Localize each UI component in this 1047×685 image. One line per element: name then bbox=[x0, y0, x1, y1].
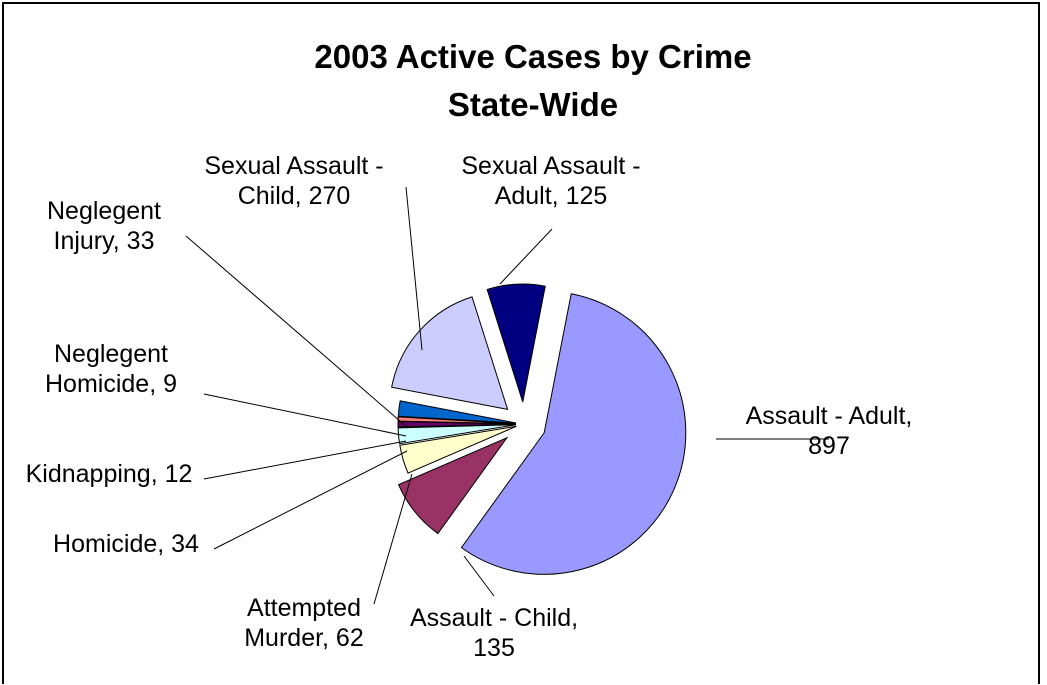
leader-line-homicide bbox=[213, 450, 408, 550]
chart-title-line2: State-Wide bbox=[448, 86, 618, 123]
data-label-line: Homicide, 9 bbox=[45, 370, 177, 398]
data-label-line: Injury, 33 bbox=[54, 227, 155, 255]
data-label-line: Neglegent bbox=[54, 340, 168, 368]
data-label-line: Assault - Child, bbox=[410, 604, 578, 632]
leader-line-neglegent-homicide bbox=[203, 393, 407, 437]
data-label-attempted-murder: Attempted Murder, 62 bbox=[244, 594, 364, 652]
pie-slice-assault-adult bbox=[460, 293, 687, 575]
pie-slice-attempted-murder bbox=[399, 425, 517, 474]
pie-slice-homicide bbox=[397, 424, 517, 445]
pie-slice-sexual-assault-adult bbox=[486, 283, 546, 403]
data-label-line: Sexual Assault - bbox=[204, 152, 383, 180]
leader-line-sexual-assault-child bbox=[405, 186, 423, 351]
data-label-homicide: Homicide, 34 bbox=[53, 530, 199, 558]
data-label-sexual-assault-adult: Sexual Assault -Adult, 125 bbox=[461, 152, 640, 210]
leader-line-kidnapping bbox=[203, 440, 407, 480]
data-label-line: Attempted bbox=[247, 594, 361, 622]
chart-title-line1: 2003 Active Cases by Crime bbox=[314, 38, 751, 75]
data-label-line: Assault - Adult, bbox=[746, 402, 913, 430]
data-label-line: Homicide, 34 bbox=[53, 530, 199, 558]
data-label-assault-adult: Assault - Adult, 897 bbox=[746, 402, 913, 460]
data-label-line: Child, 270 bbox=[238, 182, 351, 210]
data-label-neglegent-injury: Neglegent Injury, 33 bbox=[47, 197, 161, 255]
pie-chart: 2003 Active Cases by Crime State-Wide As… bbox=[26, 38, 913, 662]
data-label-line: 897 bbox=[808, 432, 850, 460]
leader-line-assault-child bbox=[463, 555, 495, 597]
data-label-line: Kidnapping, 12 bbox=[26, 460, 193, 488]
pie-slice-assault-child bbox=[397, 436, 509, 535]
data-label-line: 135 bbox=[473, 634, 515, 662]
pie-slice-sexual-assault-child bbox=[391, 296, 509, 411]
data-label-neglegent-homicide: Neglegent Homicide, 9 bbox=[45, 340, 177, 398]
data-label-kidnapping: Kidnapping, 12 bbox=[26, 460, 193, 488]
data-label-line: Neglegent bbox=[47, 197, 161, 225]
data-label-line: Adult, 125 bbox=[495, 182, 608, 210]
data-label-line: Sexual Assault - bbox=[461, 152, 640, 180]
leader-line-neglegent-injury bbox=[185, 235, 409, 429]
data-label-line: Murder, 62 bbox=[244, 624, 364, 652]
data-label-sexual-assault-child: Sexual Assault -Child, 270 bbox=[204, 152, 383, 210]
leader-line-attempted-murder bbox=[373, 473, 413, 605]
data-label-assault-child: Assault - Child, 135 bbox=[410, 604, 578, 662]
leader-line-sexual-assault-adult bbox=[499, 228, 553, 285]
pie-slice-neglegent-injury bbox=[397, 400, 517, 424]
